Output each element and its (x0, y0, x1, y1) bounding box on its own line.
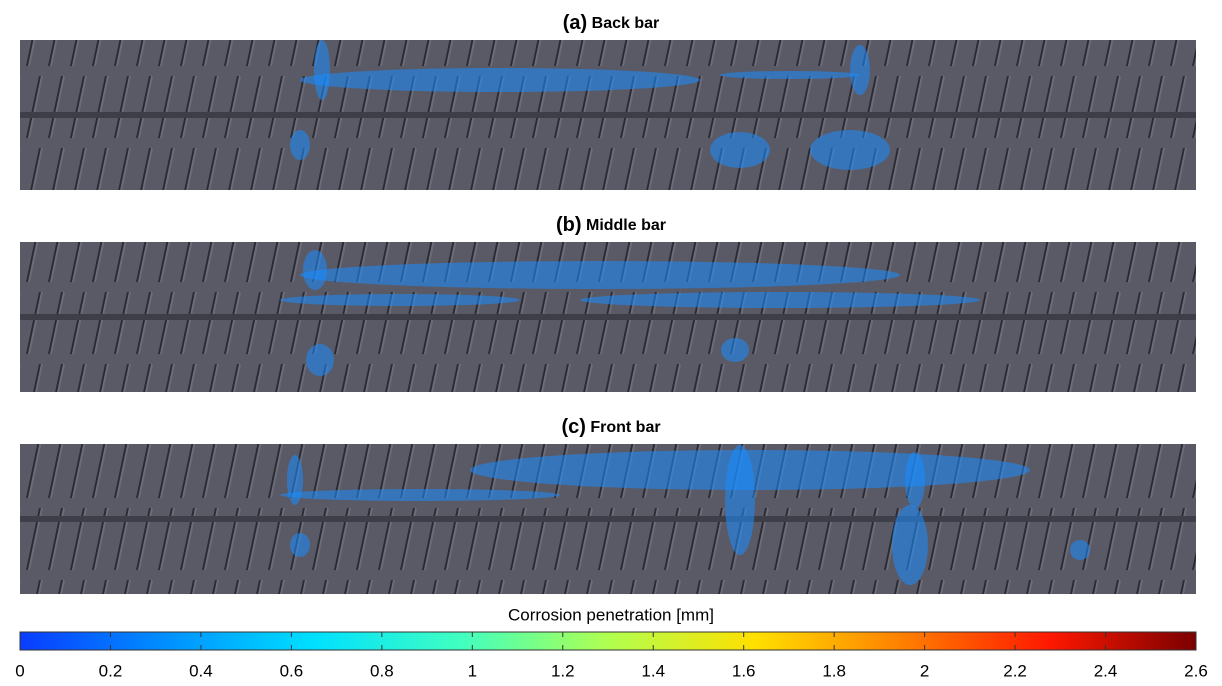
bar-lower (20, 118, 1196, 190)
bar-seam (20, 314, 1196, 320)
colorbar-tick-label: 2.6 (1184, 661, 1208, 680)
panel-name: Front bar (590, 419, 660, 436)
colorbar-tick-label: 1.2 (551, 661, 575, 680)
colorbar-tick-label: 0.6 (280, 661, 304, 680)
panel-name: Back bar (592, 15, 660, 32)
bar-seam (20, 112, 1196, 118)
colorbar-tick-label: 1 (468, 661, 477, 680)
corrosion-spot (300, 68, 700, 92)
corrosion-spot (721, 338, 749, 362)
corrosion-spot (470, 450, 1030, 490)
panel-label: (a) (563, 12, 587, 34)
corrosion-spot (892, 505, 928, 585)
colorbar (19, 631, 1197, 651)
corrosion-spot (280, 294, 520, 306)
bar-lower (20, 522, 1196, 594)
corrosion-spot (580, 292, 980, 308)
panel-title: (b) Middle bar (556, 214, 666, 236)
colorbar-tick-label: 0.2 (99, 661, 123, 680)
corrosion-spot (306, 344, 334, 376)
colorbar-tick-label: 2.4 (1094, 661, 1118, 680)
corrosion-spot (1070, 540, 1090, 560)
corrosion-spot (850, 45, 870, 95)
panel-title: (a) Back bar (563, 12, 660, 34)
panel-name: Middle bar (586, 217, 666, 234)
corrosion-spot (710, 132, 770, 168)
corrosion-spot (290, 130, 310, 160)
colorbar-tick-label: 0 (15, 661, 24, 680)
panel-label: (b) (556, 214, 582, 236)
corrosion-spot (280, 489, 560, 501)
colorbar-tick-label: 2 (920, 661, 929, 680)
corrosion-spot (810, 130, 890, 170)
colorbar-tick-label: 0.8 (370, 661, 394, 680)
corrosion-spot (720, 71, 860, 79)
colorbar-tick-label: 1.8 (822, 661, 846, 680)
colorbar-tick-label: 0.4 (189, 661, 213, 680)
corrosion-spot (300, 261, 900, 289)
panel-title: (c) Front bar (561, 416, 660, 438)
bar-lower (20, 320, 1196, 392)
colorbar-tick-label: 2.2 (1003, 661, 1027, 680)
corrosion-spot (290, 533, 310, 557)
colorbar-tick-label: 1.6 (732, 661, 756, 680)
colorbar-tick-label: 1.4 (641, 661, 665, 680)
panel-label: (c) (561, 416, 585, 438)
colorbar-label: Corrosion penetration [mm] (508, 605, 714, 624)
corrosion-spot (314, 40, 330, 100)
bar-seam (20, 516, 1196, 522)
